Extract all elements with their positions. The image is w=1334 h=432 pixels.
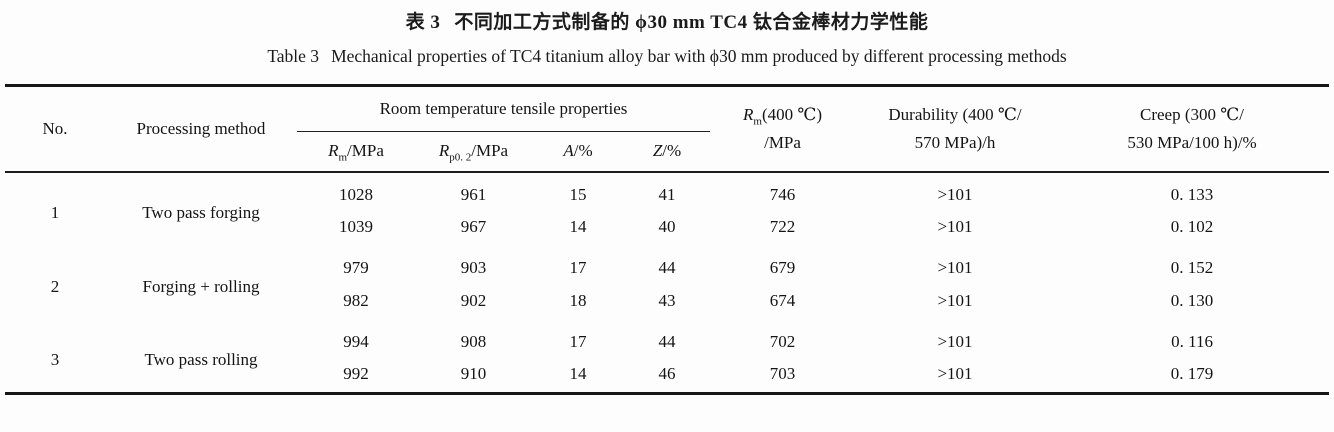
cell-rm400: 702 (769, 332, 796, 351)
table-row: 1 Two pass forging 1028 961 15 41 746 >1… (4, 170, 1330, 246)
cell-rp02: 910 (460, 364, 487, 384)
mechanical-properties-table: No. Processing method Room temperature t… (4, 84, 1330, 395)
rm-unit: /MPa (347, 141, 384, 161)
col-header-rm: Rm/MPa (297, 132, 415, 172)
cell-durability: >101 (937, 332, 973, 351)
cell-creep: 0. 130 (1170, 291, 1214, 310)
cell-rm400: 674 (769, 291, 796, 310)
cell-creep: 0. 133 (1055, 170, 1330, 209)
cell-a: 18 (569, 291, 587, 310)
table-caption-zh-label: 表 3 (405, 12, 441, 33)
col-header-z: Z/% (624, 132, 710, 172)
col-header-creep: Creep (300 ℃/ 530 MPa/100 h)/% (1055, 86, 1329, 172)
col-header-durability-line1: Durability (400 ℃/ (888, 105, 1022, 125)
cell-creep: 0. 152 (1170, 258, 1214, 277)
cell-z: 44 (658, 332, 676, 351)
cell-rm: 1028 (296, 170, 415, 209)
cell-method: Two pass forging (104, 170, 297, 246)
table-row: 2 Forging + rolling 979 903 17 44 679 >1… (5, 246, 1329, 296)
rm-subscript: m (338, 151, 348, 164)
cell-rm: 994 (343, 332, 369, 351)
header-row-sub: Rm/MPa Rp0. 2/MPa A/% Z/% (5, 132, 1329, 172)
col-header-durability: Durability (400 ℃/ 570 MPa)/h (855, 86, 1055, 172)
header-row-top: No. Processing method Room temperature t… (5, 85, 1329, 152)
cell-rm400: 679 (769, 258, 796, 277)
cell-durability: >101 (937, 217, 973, 236)
cell-a: 17 (569, 258, 587, 277)
table-header: No. Processing method Room temperature t… (5, 85, 1329, 172)
table-row: 982 902 18 43 674 >101 0. 130 (5, 283, 1329, 320)
table-row: 1039 967 14 40 722 >101 0. 102 (5, 209, 1329, 246)
table-row: 3 Two pass rolling 994 908 17 44 702 >10… (5, 320, 1329, 369)
cell-a: 14 (569, 217, 587, 236)
cell-a: 14 (569, 364, 587, 384)
a-symbol: A (563, 141, 574, 161)
table-caption-en-label: Table 3 (267, 46, 320, 66)
col-header-rm400-line1: Rm(400 ℃) (710, 101, 855, 129)
col-header-rp02: Rp0. 2/MPa (415, 132, 532, 172)
cell-creep: 0. 116 (1171, 332, 1213, 351)
cell-a: 15 (531, 170, 624, 209)
cell-z: 43 (658, 291, 676, 310)
cell-durability: >101 (855, 170, 1056, 209)
z-unit: /% (662, 141, 682, 161)
rm400-symbol: R (742, 105, 754, 125)
cell-rm: 992 (343, 364, 369, 384)
col-header-no: No. (42, 118, 68, 138)
cell-a: 17 (569, 332, 587, 351)
cell-rm400: 746 (710, 170, 856, 209)
rp02-symbol: R (438, 141, 450, 161)
cell-rm400: 722 (769, 217, 796, 236)
col-header-durability-line2: 570 MPa)/h (914, 132, 996, 152)
rp02-unit: /MPa (471, 141, 509, 161)
cell-durability: >101 (937, 258, 973, 277)
cell-creep: 0. 102 (1170, 217, 1214, 236)
cell-rm: 982 (343, 291, 369, 310)
cell-no: 3 (50, 349, 60, 369)
cell-rp02: 902 (460, 291, 487, 310)
cell-no: 1 (4, 170, 105, 246)
rm400-rest: (400 ℃) (761, 105, 823, 125)
table-caption-en: Table 3 Mechanical properties of TC4 tita… (0, 44, 1334, 68)
cell-rm: 1039 (338, 217, 373, 236)
table-body: 1 Two pass forging 1028 961 15 41 746 >1… (4, 170, 1330, 394)
a-unit: /% (573, 141, 593, 161)
cell-method: Forging + rolling (142, 276, 260, 296)
cell-rp02: 908 (460, 332, 487, 351)
col-header-rm400-line2: /MPa (764, 132, 801, 152)
cell-rm400: 703 (769, 364, 796, 384)
cell-creep: 0. 179 (1170, 364, 1214, 384)
cell-durability: >101 (937, 291, 973, 310)
cell-rp02: 961 (414, 170, 532, 209)
col-header-a: A/% (532, 132, 624, 172)
table-row: 992 910 14 46 703 >101 0. 179 (5, 357, 1329, 394)
col-header-rm400: Rm(400 ℃) /MPa (710, 86, 855, 172)
cell-z: 41 (623, 170, 711, 209)
cell-z: 44 (658, 258, 676, 277)
cell-method: Two pass rolling (144, 349, 258, 369)
cell-no: 2 (50, 276, 60, 296)
col-header-tensile-group: Room temperature tensile properties (296, 85, 711, 132)
cell-z: 46 (658, 364, 676, 384)
col-header-creep-line1: Creep (300 ℃/ (1140, 105, 1245, 125)
table-caption-en-text: Mechanical properties of TC4 titanium al… (331, 46, 1067, 66)
rm400-subscript: m (753, 115, 762, 128)
cell-rp02: 967 (460, 217, 487, 236)
col-header-method: Processing method (136, 118, 266, 138)
cell-rm: 979 (343, 258, 369, 277)
z-symbol: Z (652, 141, 663, 161)
table-caption-zh-text: 不同加工方式制备的 ϕ30 mm TC4 钛合金棒材力学性能 (454, 12, 929, 33)
cell-z: 40 (658, 217, 676, 236)
rp02-subscript: p0. 2 (449, 151, 472, 164)
rm-symbol: R (328, 141, 339, 161)
table-caption-zh: 表 3 不同加工方式制备的 ϕ30 mm TC4 钛合金棒材力学性能 (0, 10, 1334, 36)
cell-rp02: 903 (460, 258, 487, 277)
col-header-creep-line2: 530 MPa/100 h)/% (1127, 132, 1257, 152)
cell-durability: >101 (937, 364, 973, 384)
